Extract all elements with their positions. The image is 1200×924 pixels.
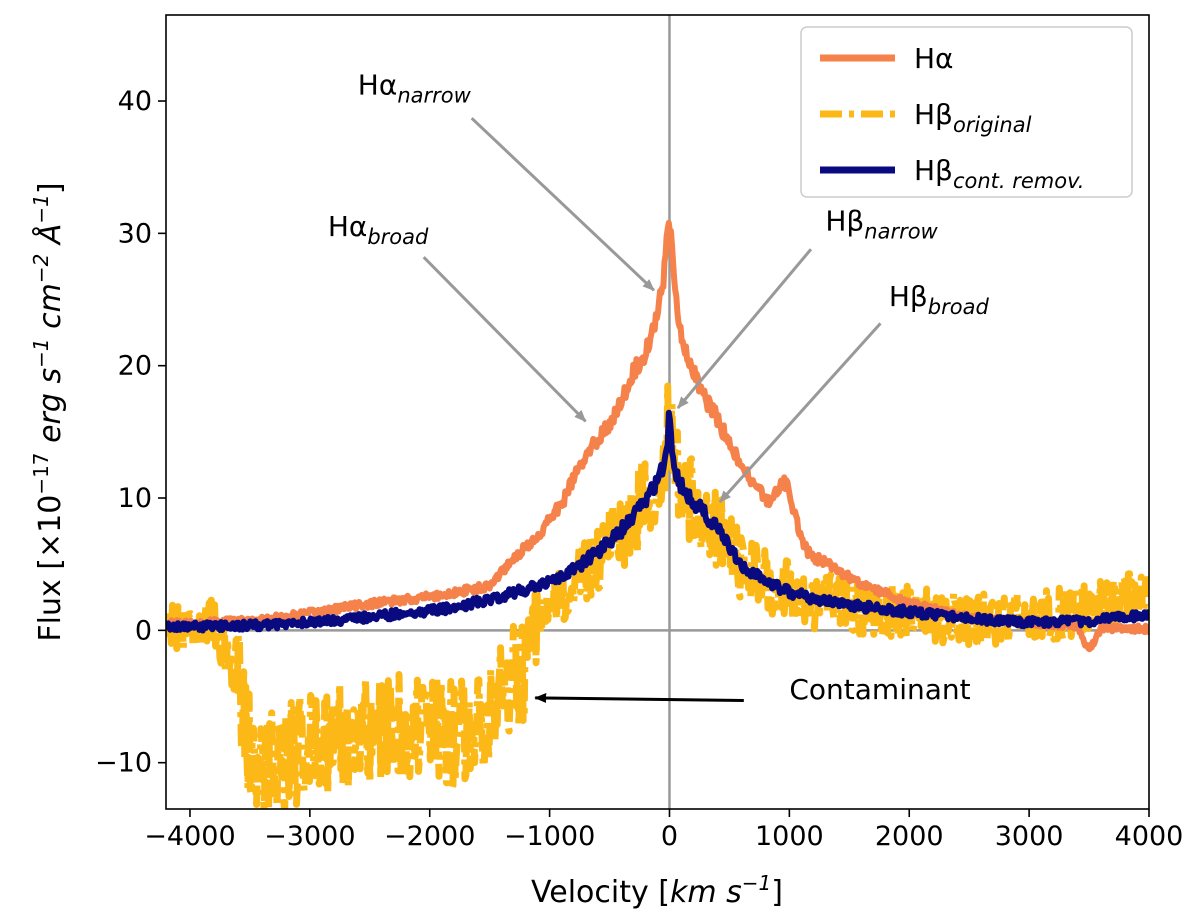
y-axis-label: Flux [×10−17 erg s−1 cm−2 Å−1] bbox=[29, 182, 68, 641]
x-tick-label: −1000 bbox=[504, 821, 595, 852]
y-axis-ticks: −10 0 10 20 30 40 bbox=[95, 86, 166, 779]
y-tick-label: 20 bbox=[118, 351, 152, 382]
x-axis-label-exp: −1 bbox=[742, 871, 771, 895]
x-axis-ticks: −4000 −3000 −2000 −1000 0 1000 2000 3000 4000 bbox=[144, 809, 1183, 852]
x-axis-label-close: ] bbox=[771, 875, 783, 910]
series-h-beta-cont-removed bbox=[166, 409, 1149, 634]
annotation-contaminant-arrow bbox=[534, 692, 744, 703]
x-tick-label: 2000 bbox=[875, 821, 944, 852]
annotation-contaminant-label: Contaminant bbox=[789, 673, 970, 706]
series-layer bbox=[166, 219, 1149, 809]
annotation-ha-broad-label-base: Hα bbox=[328, 210, 368, 243]
legend-label-hb-original-base: Hβ bbox=[914, 98, 953, 131]
y-axis-label-end: ] bbox=[33, 182, 68, 194]
annotation-hb-narrow-label-base: Hβ bbox=[825, 205, 864, 238]
y-axis-label-e3: −2 bbox=[29, 254, 53, 283]
legend-label-hb-cont-remov-base: Hβ bbox=[914, 154, 953, 187]
legend-label-hb-cont-remov-sub: cont. remov. bbox=[953, 169, 1085, 193]
series-h-beta-original bbox=[166, 382, 1149, 809]
x-axis-label-main: Velocity [ bbox=[531, 875, 670, 910]
annotation-ha-broad-arrow bbox=[422, 256, 587, 423]
legend-label-hb-original: Hβoriginal bbox=[914, 98, 1032, 137]
y-axis-label-d: Å bbox=[32, 224, 68, 254]
x-tick-label: 1000 bbox=[755, 821, 824, 852]
annotation-ha-narrow-arrow bbox=[470, 117, 655, 292]
y-axis-label-e1: −17 bbox=[29, 452, 53, 494]
legend-box bbox=[800, 26, 1133, 198]
y-tick-label: 40 bbox=[118, 86, 152, 117]
y-tick-label: 0 bbox=[135, 615, 152, 646]
legend-label-ha: Hα bbox=[914, 42, 954, 75]
y-axis-label-c: cm bbox=[33, 283, 68, 338]
annotation-contaminant-label-base: Contaminant bbox=[789, 673, 970, 706]
annotation-hb-broad-label: Hβbroad bbox=[889, 280, 990, 319]
y-tick-label: 10 bbox=[118, 483, 152, 514]
x-tick-label: 0 bbox=[661, 821, 678, 852]
annotation-ha-narrow-label-sub: narrow bbox=[397, 83, 471, 107]
x-tick-label: −3000 bbox=[264, 821, 355, 852]
x-axis-label-unit: km s bbox=[670, 875, 742, 910]
y-axis-label-b: erg s bbox=[33, 368, 68, 453]
annotation-ha-broad-label-sub: broad bbox=[367, 225, 429, 249]
plot-frame bbox=[165, 14, 1150, 810]
annotation-ha-narrow-label: Hαnarrow bbox=[358, 68, 472, 107]
x-tick-label: −4000 bbox=[144, 821, 235, 852]
annotation-hb-narrow-arrow bbox=[676, 248, 813, 409]
legend-label-hb-original-sub: original bbox=[953, 113, 1032, 137]
annotation-hb-broad-label-sub: broad bbox=[928, 295, 990, 319]
y-axis-label-a: Flux [×10 bbox=[33, 495, 68, 642]
legend: Hα Hβoriginal Hβcont. remov. bbox=[800, 26, 1133, 198]
series-h-alpha bbox=[166, 219, 1149, 653]
x-tick-label: −2000 bbox=[384, 821, 475, 852]
annotation-hb-broad-arrow bbox=[718, 322, 882, 503]
legend-label-ha-base: Hα bbox=[914, 42, 954, 75]
annotation-hb-narrow-label-sub: narrow bbox=[864, 220, 938, 244]
x-tick-label: 3000 bbox=[995, 821, 1064, 852]
y-tick-label: 30 bbox=[118, 218, 152, 249]
annotation-ha-broad-label: Hαbroad bbox=[328, 210, 429, 249]
legend-label-hb-cont-remov: Hβcont. remov. bbox=[914, 154, 1084, 193]
x-tick-label: 4000 bbox=[1115, 821, 1184, 852]
y-axis-label-e4: −1 bbox=[29, 194, 53, 223]
y-axis-label-e2: −1 bbox=[29, 338, 53, 367]
annotation-ha-narrow-label-base: Hα bbox=[358, 68, 398, 101]
x-axis-label: Velocity [km s−1] bbox=[531, 871, 783, 910]
annotation-hb-narrow-label: Hβnarrow bbox=[825, 205, 938, 244]
annotation-hb-broad-label-base: Hβ bbox=[889, 280, 928, 313]
y-tick-label: −10 bbox=[95, 748, 152, 779]
